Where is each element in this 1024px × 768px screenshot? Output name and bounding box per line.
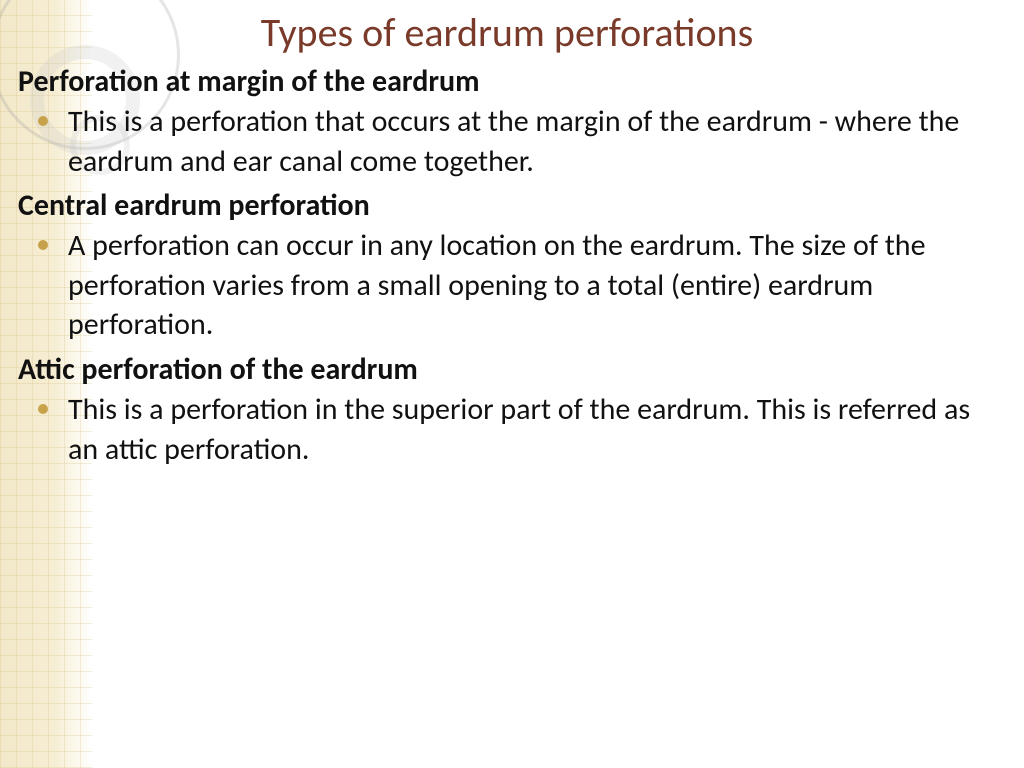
slide-content: Types of eardrum perforations Perforatio… [0, 0, 1024, 768]
bullet-item: This is a perforation that occurs at the… [18, 102, 996, 181]
section-heading: Perforation at margin of the eardrum [18, 63, 996, 100]
section-heading: Central eardrum perforation [18, 187, 996, 224]
section-heading: Attic perforation of the eardrum [18, 351, 996, 388]
bullet-list: This is a perforation that occurs at the… [18, 102, 996, 181]
bullet-item: A perforation can occur in any location … [18, 226, 996, 345]
bullet-item: This is a perforation in the superior pa… [18, 390, 996, 469]
slide-title: Types of eardrum perforations [18, 8, 996, 57]
bullet-list: A perforation can occur in any location … [18, 226, 996, 345]
bullet-list: This is a perforation in the superior pa… [18, 390, 996, 469]
